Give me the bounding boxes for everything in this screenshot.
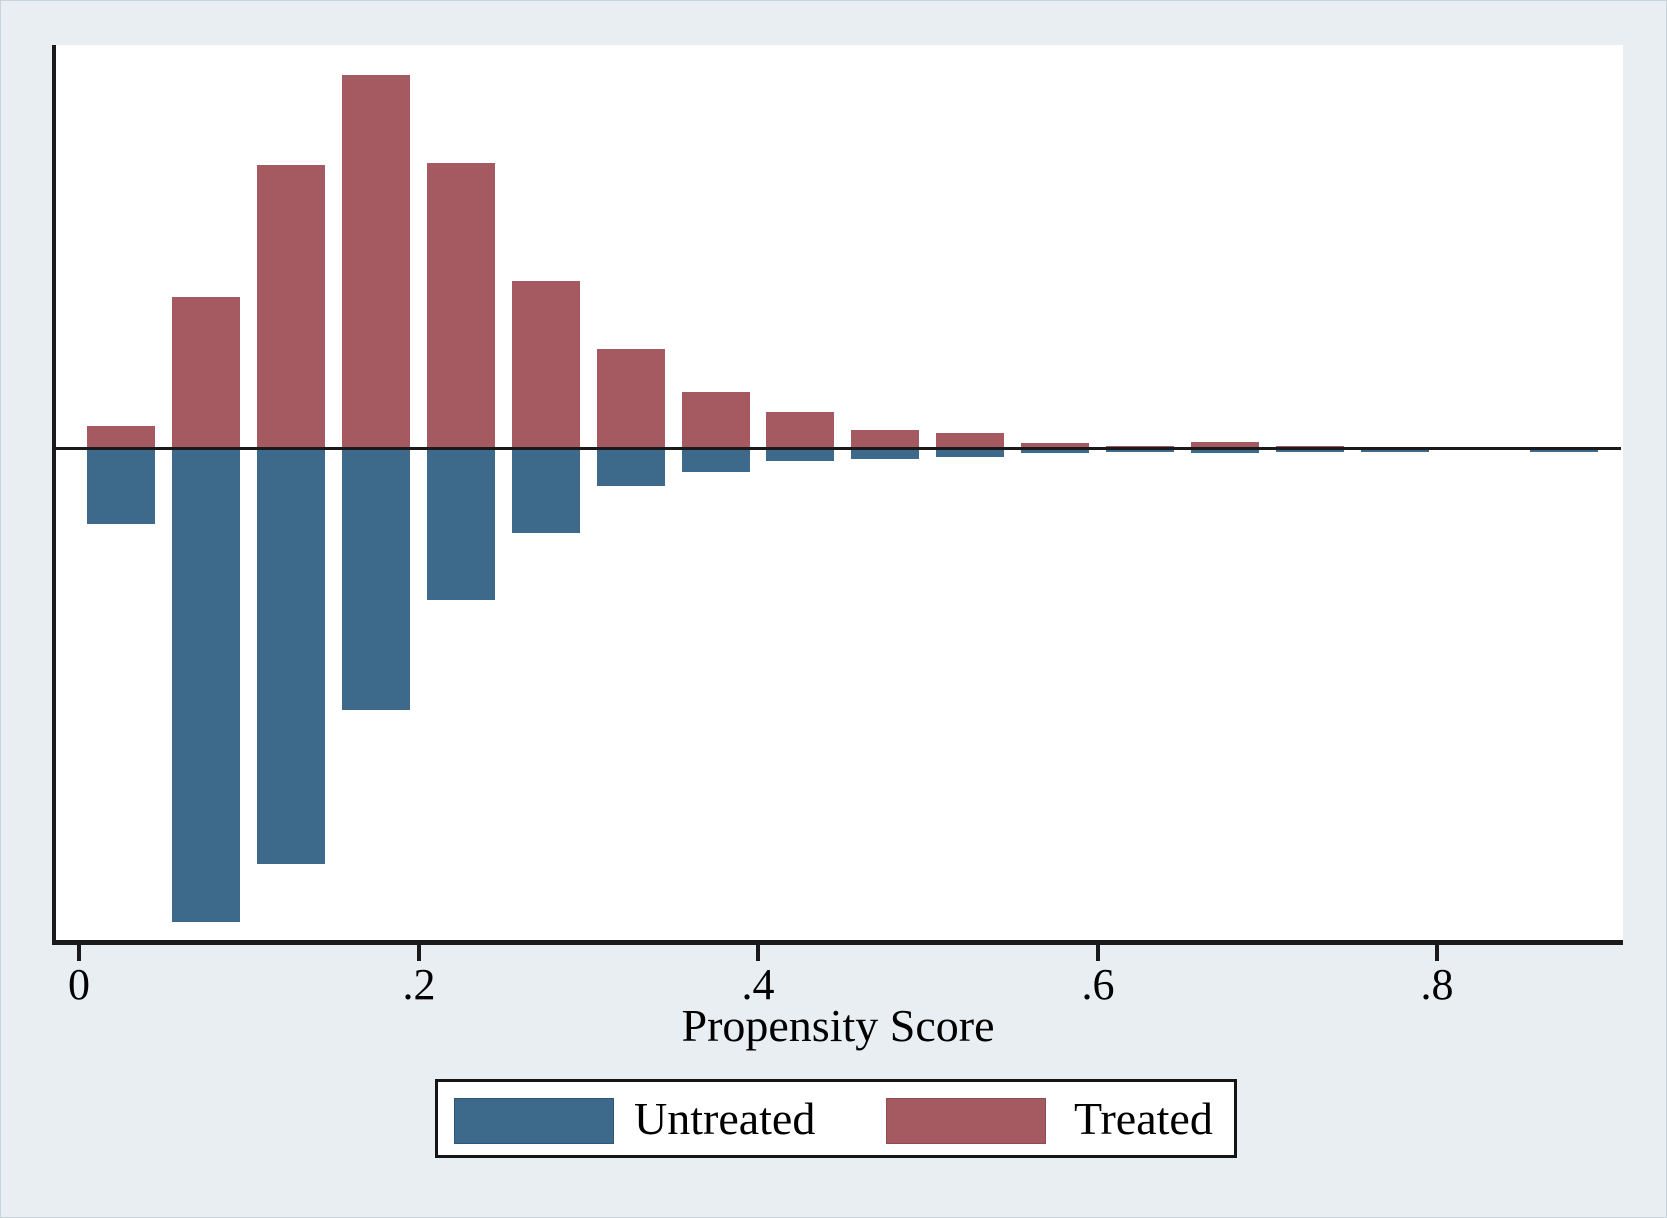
x-tick-label: .2 [402,960,436,1009]
x-axis-title: Propensity Score [681,1000,995,1051]
untreated-bar [87,447,155,524]
untreated-bar [342,447,410,710]
untreated-bar [851,447,919,459]
untreated-bar [597,447,665,486]
x-tick [1096,945,1100,961]
treated-bar [1191,442,1259,450]
zero-baseline [53,447,1621,450]
untreated-bar [427,447,495,600]
treated-bar [1021,443,1089,450]
x-tick [417,945,421,961]
x-tick [756,945,760,961]
untreated-bar [936,447,1004,457]
treated-bar [257,165,325,450]
treated-bar [87,426,155,450]
untreated-bar [682,447,750,472]
legend-swatch-treated [886,1098,1046,1144]
x-tick-label: 0 [68,960,90,1009]
treated-bar [172,297,240,450]
x-tick-label: .8 [1420,960,1454,1009]
untreated-bar [766,447,834,461]
untreated-bar [1191,447,1259,453]
treated-bar [597,349,665,450]
legend: Untreated Treated [435,1079,1237,1158]
y-axis-line [52,45,56,945]
treated-bar [766,412,834,450]
x-tick-label: .4 [741,960,775,1009]
untreated-bar [1021,447,1089,453]
x-tick [1435,945,1439,961]
x-tick-label: .6 [1081,960,1115,1009]
treated-bar [682,392,750,450]
legend-label-untreated: Untreated [634,1093,816,1144]
treated-bar [342,75,410,450]
legend-label-treated: Treated [1074,1093,1213,1144]
x-axis-line [52,940,1623,945]
untreated-bar [512,447,580,533]
untreated-bar [172,447,240,922]
treated-bar [512,281,580,450]
treated-bar [427,163,495,450]
x-tick [77,945,81,961]
untreated-bar [257,447,325,864]
treated-bar [851,430,919,450]
treated-bar [936,433,1004,450]
legend-swatch-untreated [454,1098,614,1144]
